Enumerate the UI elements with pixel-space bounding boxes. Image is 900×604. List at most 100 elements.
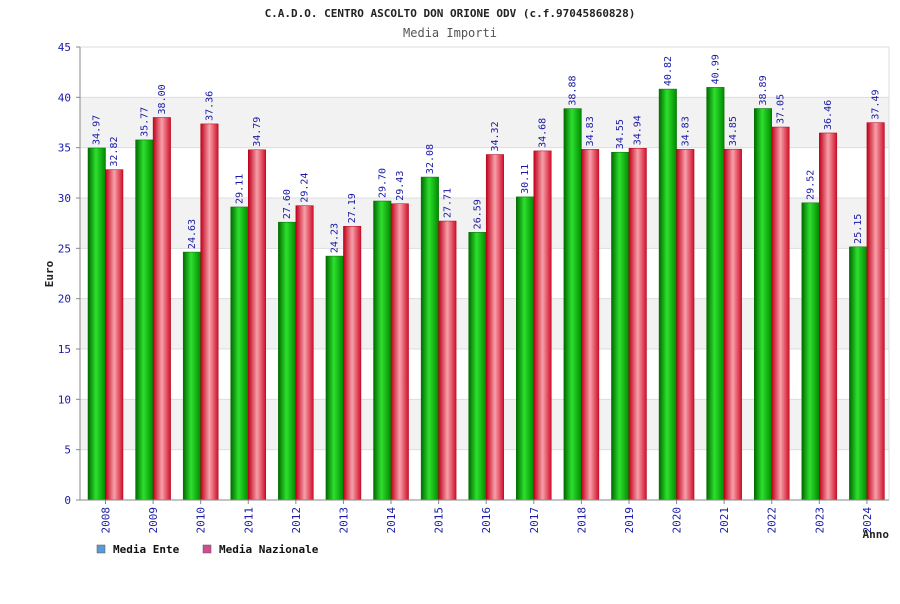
- x-tick-label: 2018: [575, 507, 588, 534]
- value-label-media-ente-2023: 29.52: [806, 170, 817, 200]
- x-tick-label: 2021: [718, 507, 731, 534]
- value-label-media-ente-2018: 38.88: [568, 75, 579, 105]
- x-tick-label: 2015: [433, 507, 446, 534]
- bar-media-nazionale-2023: [819, 132, 838, 501]
- value-label-media-ente-2017: 30.11: [520, 164, 531, 194]
- x-tick-label: 2014: [385, 507, 398, 534]
- y-tick-label: 0: [64, 494, 71, 507]
- bar-media-nazionale-2021: [723, 148, 742, 501]
- bar-media-nazionale-2018: [581, 149, 600, 501]
- value-label-media-ente-2010: 24.63: [187, 219, 198, 249]
- bar-media-ente-2012: [278, 221, 297, 501]
- value-label-media-ente-2008: 34.97: [92, 115, 103, 145]
- bar-media-nazionale-2010: [200, 123, 219, 501]
- bar-media-nazionale-2016: [485, 154, 504, 501]
- y-axis-title: Euro: [43, 260, 56, 287]
- x-tick-label: 2019: [623, 507, 636, 534]
- bar-media-ente-2023: [801, 202, 820, 501]
- bar-media-ente-2008: [87, 147, 106, 501]
- value-label-media-ente-2014: 29.70: [377, 168, 388, 198]
- bar-media-nazionale-2020: [676, 149, 695, 501]
- value-label-media-nazionale-2020: 34.83: [680, 116, 691, 146]
- x-tick-label: 2022: [766, 507, 779, 534]
- bar-media-ente-2011: [230, 206, 249, 501]
- bar-media-nazionale-2015: [438, 220, 457, 501]
- bar-media-ente-2013: [325, 255, 344, 501]
- value-label-media-nazionale-2015: 27.71: [442, 188, 453, 218]
- bar-media-ente-2017: [516, 196, 535, 501]
- value-label-media-nazionale-2014: 29.43: [395, 171, 406, 201]
- bar-media-ente-2020: [658, 88, 677, 501]
- bar-media-ente-2016: [468, 232, 487, 501]
- value-label-media-ente-2022: 38.89: [758, 75, 769, 105]
- y-tick-label: 5: [64, 444, 71, 457]
- value-labels: 34.97 32.82 35.77 38.00 24.63 37.36 29.11 34.79…: [92, 54, 882, 253]
- value-label-media-ente-2020: 40.82: [663, 56, 674, 86]
- bar-media-nazionale-2013: [343, 226, 362, 501]
- legend-swatch-media-ente: [96, 544, 106, 554]
- bar-media-nazionale-2011: [248, 149, 267, 501]
- value-label-media-ente-2012: 27.60: [282, 189, 293, 219]
- x-tick-label: 2013: [337, 507, 350, 534]
- bars: [87, 87, 885, 501]
- bar-media-ente-2022: [753, 108, 772, 501]
- value-label-media-nazionale-2009: 38.00: [157, 84, 168, 114]
- x-tick-label: 2010: [195, 507, 208, 534]
- value-label-media-nazionale-2019: 34.94: [633, 115, 644, 145]
- chart-title: C.A.D.O. CENTRO ASCOLTO DON ORIONE ODV (…: [265, 7, 636, 20]
- x-tick-label: 2011: [242, 507, 255, 534]
- value-label-media-ente-2009: 35.77: [139, 107, 150, 137]
- x-tick-label: 2023: [813, 507, 826, 534]
- value-label-media-nazionale-2022: 37.05: [775, 94, 786, 124]
- bar-media-ente-2024: [849, 246, 868, 501]
- x-tick-label: 2016: [480, 507, 493, 534]
- value-label-media-ente-2021: 40.99: [710, 54, 721, 84]
- value-label-media-nazionale-2018: 34.83: [585, 116, 596, 146]
- legend-swatch-media-nazionale: [202, 544, 212, 554]
- bar-media-nazionale-2008: [105, 169, 124, 501]
- y-tick-label: 35: [58, 142, 71, 155]
- legend-label-media-ente: Media Ente: [113, 543, 180, 556]
- value-label-media-ente-2015: 32.08: [425, 144, 436, 174]
- value-label-media-ente-2013: 24.23: [330, 223, 341, 253]
- bar-media-ente-2019: [611, 151, 630, 501]
- bar-media-nazionale-2014: [390, 203, 409, 501]
- value-label-media-nazionale-2021: 34.85: [728, 116, 739, 146]
- y-tick-label: 20: [58, 293, 71, 306]
- x-axis-ticks: 2008 2009 2010 2011 2012 2013 2014 2015 2016 2017…: [100, 500, 874, 534]
- value-label-media-nazionale-2008: 32.82: [109, 137, 120, 167]
- bar-media-nazionale-2012: [295, 205, 314, 501]
- legend-label-media-nazionale: Media Nazionale: [219, 543, 319, 556]
- value-label-media-nazionale-2013: 27.19: [347, 193, 358, 223]
- bar-media-ente-2010: [182, 251, 201, 501]
- value-label-media-ente-2016: 26.59: [472, 199, 483, 229]
- value-label-media-nazionale-2016: 34.32: [490, 121, 501, 151]
- bar-media-ente-2021: [706, 87, 725, 501]
- y-tick-label: 45: [58, 41, 71, 54]
- value-label-media-nazionale-2024: 37.49: [871, 89, 882, 119]
- chart-subtitle: Media Importi: [403, 26, 497, 40]
- bar-media-nazionale-2017: [533, 150, 552, 501]
- value-label-media-nazionale-2010: 37.36: [204, 91, 215, 121]
- x-tick-label: 2008: [100, 507, 113, 534]
- value-label-media-ente-2011: 29.11: [235, 174, 246, 204]
- bar-media-nazionale-2019: [628, 148, 647, 501]
- y-tick-label: 10: [58, 393, 71, 406]
- bar-media-ente-2014: [373, 200, 392, 501]
- bar-media-nazionale-2024: [866, 122, 885, 501]
- bar-media-ente-2015: [420, 176, 439, 501]
- y-tick-label: 15: [58, 343, 71, 356]
- bar-media-nazionale-2009: [152, 117, 171, 501]
- value-label-media-ente-2024: 25.15: [853, 214, 864, 244]
- bar-media-ente-2009: [135, 139, 154, 501]
- value-label-media-nazionale-2011: 34.79: [252, 117, 263, 147]
- value-label-media-nazionale-2017: 34.68: [538, 118, 549, 148]
- y-axis-ticks: 0 5 10 15 20 25 30 35 40 45: [58, 41, 80, 507]
- y-tick-label: 40: [58, 91, 71, 104]
- bar-media-ente-2018: [563, 108, 582, 501]
- x-tick-label: 2024: [861, 507, 874, 534]
- x-tick-label: 2012: [290, 507, 303, 534]
- x-tick-label: 2020: [671, 507, 684, 534]
